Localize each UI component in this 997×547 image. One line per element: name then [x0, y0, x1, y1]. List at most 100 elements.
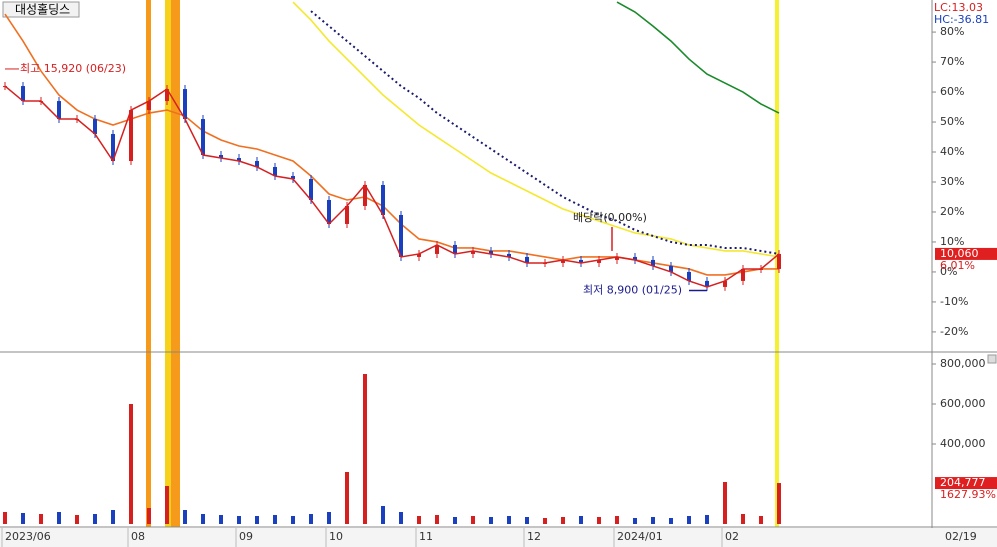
- candle: [723, 280, 727, 287]
- y-tick-label: 20%: [940, 205, 964, 218]
- volume-bar: [579, 516, 583, 524]
- candle: [687, 271, 691, 281]
- candle: [489, 250, 493, 254]
- y-tick-label: 30%: [940, 175, 964, 188]
- candle: [471, 250, 475, 254]
- candle: [327, 199, 331, 224]
- volume-tag-label: 204,777: [940, 476, 986, 489]
- price-tag-label: 10,060: [940, 247, 979, 260]
- candle: [435, 244, 439, 254]
- volume-bar: [453, 517, 457, 524]
- ma-line: [4, 13, 779, 276]
- volume-bar: [507, 516, 511, 524]
- volume-bar: [705, 515, 709, 524]
- volume-bar: [597, 517, 601, 524]
- volume-bar: [111, 510, 115, 524]
- candle: [201, 119, 205, 156]
- volume-bar: [237, 516, 241, 524]
- volume-bar: [39, 514, 43, 524]
- candle: [21, 86, 25, 102]
- x-tick-label: 08: [131, 530, 145, 543]
- y-tick-label: -20%: [940, 325, 968, 338]
- y-tick-label: 10%: [940, 235, 964, 248]
- y-tick-label: 40%: [940, 145, 964, 158]
- volume-tag: [935, 477, 997, 490]
- signal-band: [146, 0, 151, 527]
- candle: [219, 155, 223, 159]
- candle: [651, 259, 655, 266]
- volume-bar: [399, 512, 403, 524]
- x-tick-label: 02: [725, 530, 739, 543]
- volume-bar: [777, 483, 781, 524]
- volume-bar: [633, 518, 637, 524]
- candle: [309, 178, 313, 200]
- volume-bar: [417, 516, 421, 524]
- hc-label: HC:-36.81: [934, 13, 989, 26]
- volume-bar: [183, 510, 187, 524]
- x-tick-label: 2023/06: [5, 530, 51, 543]
- date-axis: [0, 528, 997, 547]
- volume-bar: [615, 516, 619, 524]
- volume-bar: [345, 472, 349, 524]
- y-tick-label: 50%: [940, 115, 964, 128]
- candle: [183, 89, 187, 120]
- volume-bar: [669, 518, 673, 524]
- candle: [165, 89, 169, 102]
- volume-bar: [741, 514, 745, 524]
- volume-bar: [201, 514, 205, 524]
- candle: [291, 176, 295, 179]
- title-box: [2, 1, 80, 18]
- candle: [381, 184, 385, 215]
- x-tick-label: 11: [419, 530, 433, 543]
- candle: [255, 161, 259, 168]
- volume-bar: [273, 515, 277, 524]
- candle: [399, 214, 403, 257]
- candle: [93, 119, 97, 135]
- volume-bar: [129, 404, 133, 524]
- ma-line: [292, 1, 780, 258]
- candle: [669, 265, 673, 272]
- y-tick-label: 70%: [940, 55, 964, 68]
- candle: [345, 205, 349, 224]
- volume-bar: [3, 512, 7, 524]
- volume-bar: [165, 486, 169, 524]
- x-tick-label: 09: [239, 530, 253, 543]
- panel-button[interactable]: [987, 354, 997, 364]
- price-pct-label: 6.01%: [940, 259, 975, 272]
- candle: [507, 253, 511, 257]
- candle: [237, 158, 241, 162]
- volume-bar: [489, 517, 493, 524]
- volume-bar: [363, 374, 367, 524]
- x-tick-label: 10: [329, 530, 343, 543]
- candle: [777, 253, 781, 269]
- candle: [615, 256, 619, 260]
- x-tick-label: 12: [527, 530, 541, 543]
- candle: [561, 259, 565, 263]
- candle: [453, 244, 457, 254]
- candle: [633, 256, 637, 260]
- volume-bar: [561, 517, 565, 524]
- volume-bar: [651, 517, 655, 524]
- candle: [57, 101, 61, 120]
- candle: [705, 280, 709, 287]
- volume-bar: [309, 514, 313, 524]
- volume-bar: [21, 513, 25, 524]
- candle: [417, 253, 421, 257]
- volume-bar: [543, 518, 547, 524]
- signal-band: [165, 0, 171, 527]
- volume-bar: [525, 517, 529, 524]
- y-tick-label: 0%: [940, 265, 957, 278]
- annotation: 최저 8,900 (01/25): [583, 284, 682, 297]
- annotation: 최고 15,920 (06/23): [20, 62, 126, 75]
- volume-bar: [75, 515, 79, 524]
- volume-bar: [57, 512, 61, 524]
- volume-bar: [759, 516, 763, 524]
- volume-bar: [471, 516, 475, 524]
- volume-bar: [723, 482, 727, 524]
- price-tag: [935, 247, 997, 260]
- close-line: [4, 85, 780, 288]
- y-tick-label: 800,000: [940, 357, 986, 370]
- volume-bar: [327, 512, 331, 524]
- chart-title: 대성홀딩스: [15, 3, 70, 17]
- signal-band: [171, 0, 180, 527]
